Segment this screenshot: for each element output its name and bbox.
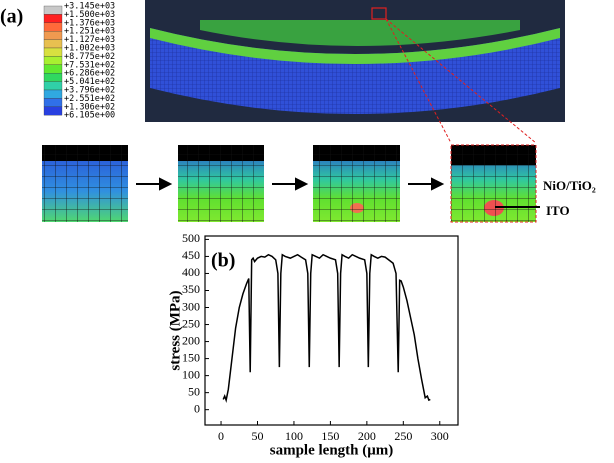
y-axis-label: stress (MPa) — [167, 290, 183, 370]
y-tick-label: 200 — [182, 333, 200, 347]
x-axis-label: sample length (μm) — [270, 442, 394, 458]
colorbar-swatch — [43, 39, 63, 49]
colorbar-swatch — [43, 81, 63, 91]
annotation: ITO — [546, 203, 570, 218]
x-tick-label: 50 — [251, 429, 263, 443]
colorbar-swatch — [43, 89, 63, 99]
colorbar-label: +6.105e+00 — [64, 111, 115, 121]
stress-line — [222, 253, 431, 403]
y-tick-label: 150 — [182, 350, 200, 364]
colorbar-label: +1.500e+03 — [64, 10, 115, 20]
colorbar-swatch — [43, 64, 63, 74]
colorbar-swatch — [43, 31, 63, 40]
colorbar-label: +8.775e+02 — [64, 52, 115, 62]
colorbar-label: +1.002e+03 — [64, 44, 115, 54]
x-tick-label: 0 — [218, 429, 224, 443]
x-tick-label: 300 — [431, 429, 449, 443]
x-tick-label: 150 — [321, 429, 339, 443]
line-chart: 0 50 100 150 200 250 300 0 50 100 150 200 250 300 350 4… — [167, 231, 459, 458]
zoom-images: NiO/TiO₂ ITO — [42, 144, 596, 223]
colorbar-label: +5.041e+02 — [64, 77, 115, 87]
colorbar: +3.145e+03+1.500e+03+1.376e+03+1.251e+03… — [43, 2, 115, 121]
y-tick-label: 250 — [182, 316, 200, 330]
y-tick-label: 400 — [182, 265, 200, 279]
colorbar-swatch — [43, 14, 63, 23]
y-tick-label: 350 — [182, 282, 200, 296]
y-tick-label: 100 — [182, 367, 200, 381]
colorbar-label: +3.796e+02 — [64, 86, 115, 96]
y-tick-label: 300 — [182, 299, 200, 313]
colorbar-label: +7.531e+02 — [64, 60, 115, 70]
colorbar-swatch — [43, 106, 63, 116]
colorbar-swatch — [43, 56, 63, 65]
y-tick-label: 450 — [182, 248, 200, 262]
colorbar-swatch — [43, 47, 63, 57]
x-tick-label: 200 — [358, 429, 376, 443]
colorbar-label: +1.127e+03 — [64, 35, 115, 45]
colorbar-label: +6.286e+02 — [64, 69, 115, 79]
annotation: NiO/TiO₂ — [543, 178, 596, 193]
colorbar-label: +1.251e+03 — [64, 27, 115, 37]
colorbar-label: +1.376e+03 — [64, 18, 115, 28]
colorbar-swatch — [43, 22, 63, 32]
panel-label: (b) — [211, 250, 235, 272]
fea-model — [145, 0, 565, 144]
y-tick-label: 50 — [188, 384, 200, 398]
colorbar-swatch — [43, 5, 63, 15]
colorbar-label: +2.551e+02 — [64, 94, 115, 104]
plot-frame — [204, 235, 459, 426]
colorbar-label: +3.145e+03 — [64, 2, 115, 12]
colorbar-label: +1.306e+02 — [64, 102, 115, 112]
colorbar-swatch — [43, 98, 63, 107]
y-tick-label: 0 — [194, 401, 200, 415]
x-tick-label: 100 — [285, 429, 303, 443]
colorbar-swatch — [43, 73, 63, 82]
y-tick-label: 500 — [182, 231, 200, 245]
panel-label: (a) — [0, 6, 23, 28]
x-tick-label: 250 — [394, 429, 412, 443]
